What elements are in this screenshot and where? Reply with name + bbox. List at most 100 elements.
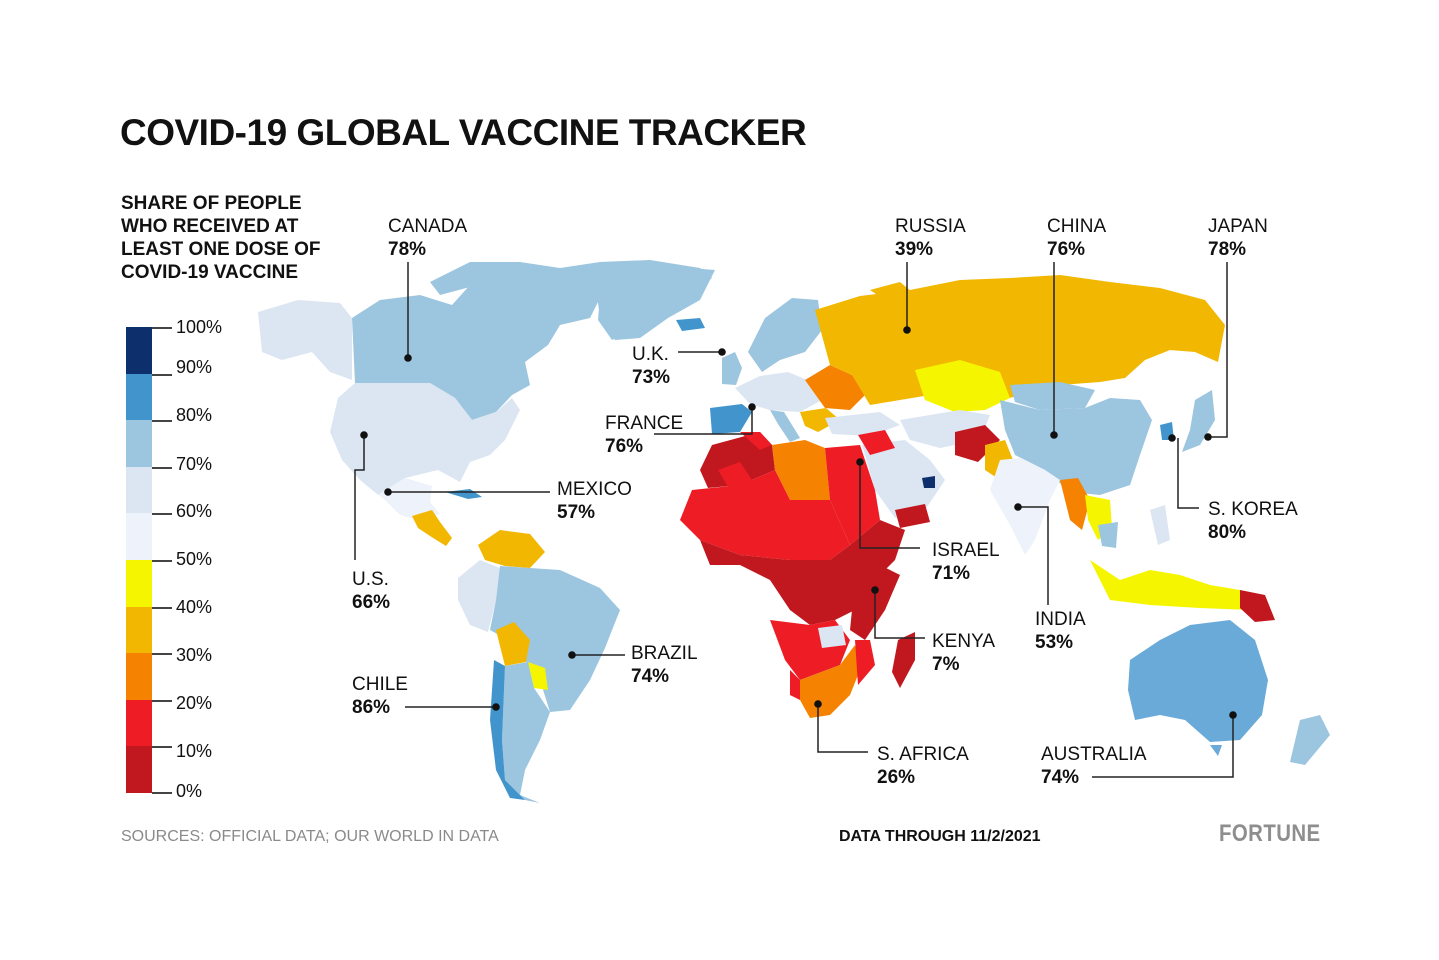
region-southern-africa: [800, 645, 860, 718]
region-argentina: [502, 662, 550, 803]
china-name: CHINA: [1047, 216, 1107, 237]
legend-label-80: 80%: [176, 405, 213, 425]
us-value: 66%: [352, 592, 391, 613]
legend-label-70: 70%: [176, 454, 213, 474]
brazil-name: BRAZIL: [631, 643, 698, 664]
leader-japan: [1210, 262, 1228, 438]
china-value: 76%: [1047, 239, 1086, 260]
legend-tick: [152, 746, 172, 748]
region-colombia-venezuela: [478, 530, 545, 568]
chile-value: 86%: [352, 697, 391, 718]
region-iceland: [676, 318, 705, 331]
israel-name: ISRAEL: [932, 540, 1000, 561]
region-peru-ecuador: [458, 560, 500, 632]
region-egypt-sudan: [825, 445, 880, 545]
region-algeria-libya: [772, 440, 830, 500]
marker-brazil: [568, 651, 576, 659]
mexico-name: MEXICO: [557, 479, 632, 500]
region-philippines: [1150, 505, 1170, 545]
leader-israel: [859, 462, 920, 549]
legend-tick: [152, 560, 172, 562]
safrica-value: 26%: [877, 767, 916, 788]
region-bolivia: [496, 622, 530, 666]
legend-tick: [152, 327, 172, 329]
region-north-africa-morocco: [718, 462, 752, 490]
fortune-logo: FORTUNE: [1219, 820, 1321, 847]
label-mexico: MEXICO 57%: [557, 478, 632, 524]
label-s-korea: S. KOREA 80%: [1208, 498, 1298, 544]
label-japan: JAPAN 78%: [1208, 215, 1268, 261]
leader-us: [354, 435, 365, 560]
legend-label-100: 100%: [176, 317, 223, 337]
label-china: CHINA 76%: [1047, 215, 1106, 261]
legend-tick: [152, 513, 172, 515]
region-usa: [330, 383, 520, 495]
data-date: DATA THROUGH 11/2/2021: [839, 828, 1041, 845]
marker-s-africa: [814, 700, 822, 708]
legend-swatch-50-60: [126, 513, 152, 560]
region-iraq-syria: [858, 430, 895, 455]
us-name: U.S.: [352, 569, 389, 590]
region-indonesia: [1090, 560, 1260, 610]
australia-value: 74%: [1041, 767, 1080, 788]
label-us: U.S. 66%: [352, 568, 390, 614]
legend-swatch-10-20: [126, 700, 152, 746]
region-greenland: [595, 268, 715, 340]
region-iberia: [710, 404, 752, 434]
region-russia-arctic-islands: [870, 282, 912, 298]
skorea-name: S. KOREA: [1208, 499, 1298, 520]
marker-china: [1050, 431, 1058, 439]
legend-swatch-80-90: [126, 374, 152, 420]
india-name: INDIA: [1035, 609, 1086, 630]
leader-s-africa: [817, 704, 868, 753]
region-scandinavia: [748, 298, 822, 372]
legend-title: SHARE OF PEOPLE WHO RECEIVED AT LEAST ON…: [121, 193, 321, 283]
region-mongolia: [1010, 382, 1095, 410]
region-central-america: [412, 510, 452, 546]
region-vietnam-cambodia: [1098, 522, 1118, 548]
region-yemen: [895, 504, 930, 528]
legend-tick: [152, 420, 172, 422]
safrica-name: S. AFRICA: [877, 744, 969, 765]
legend-tick: [152, 700, 172, 702]
chile-name: CHILE: [352, 674, 408, 695]
region-turkey: [825, 412, 900, 436]
marker-s-korea: [1168, 434, 1176, 442]
canada-value: 78%: [388, 239, 427, 260]
legend-swatch-0-10: [126, 746, 152, 793]
label-uk: U.K. 73%: [632, 343, 670, 389]
france-name: FRANCE: [605, 413, 684, 434]
legend-swatch-40-50: [126, 560, 152, 607]
leader-australia: [1092, 715, 1234, 778]
marker-chile: [492, 703, 500, 711]
region-new-zealand: [1290, 715, 1330, 765]
region-mexico: [360, 478, 440, 520]
skorea-value: 80%: [1208, 522, 1247, 543]
region-sahel: [680, 470, 850, 560]
legend-tick: [152, 374, 172, 376]
region-canada: [352, 270, 620, 420]
label-australia: AUSTRALIA 74%: [1041, 743, 1147, 789]
region-uae: [922, 476, 935, 488]
region-eastern-europe: [805, 365, 868, 410]
region-madagascar: [892, 632, 915, 688]
region-brazil: [490, 566, 620, 712]
legend-tick: [152, 653, 172, 655]
marker-japan: [1204, 433, 1212, 441]
label-brazil: BRAZIL 74%: [631, 642, 698, 688]
uk-value: 73%: [632, 367, 671, 388]
label-russia: RUSSIA 39%: [895, 215, 966, 261]
israel-value: 71%: [932, 563, 971, 584]
marker-mexico: [384, 488, 392, 496]
legend-tick: [152, 607, 172, 609]
legend-label-90: 90%: [176, 357, 213, 377]
region-chile: [490, 660, 525, 800]
region-tasmania: [1210, 745, 1222, 756]
region-western-europe: [735, 372, 822, 412]
legend-label-60: 60%: [176, 501, 213, 521]
region-namibia-botswana: [790, 670, 800, 700]
marker-india: [1014, 503, 1022, 511]
uk-name: U.K.: [632, 344, 669, 365]
